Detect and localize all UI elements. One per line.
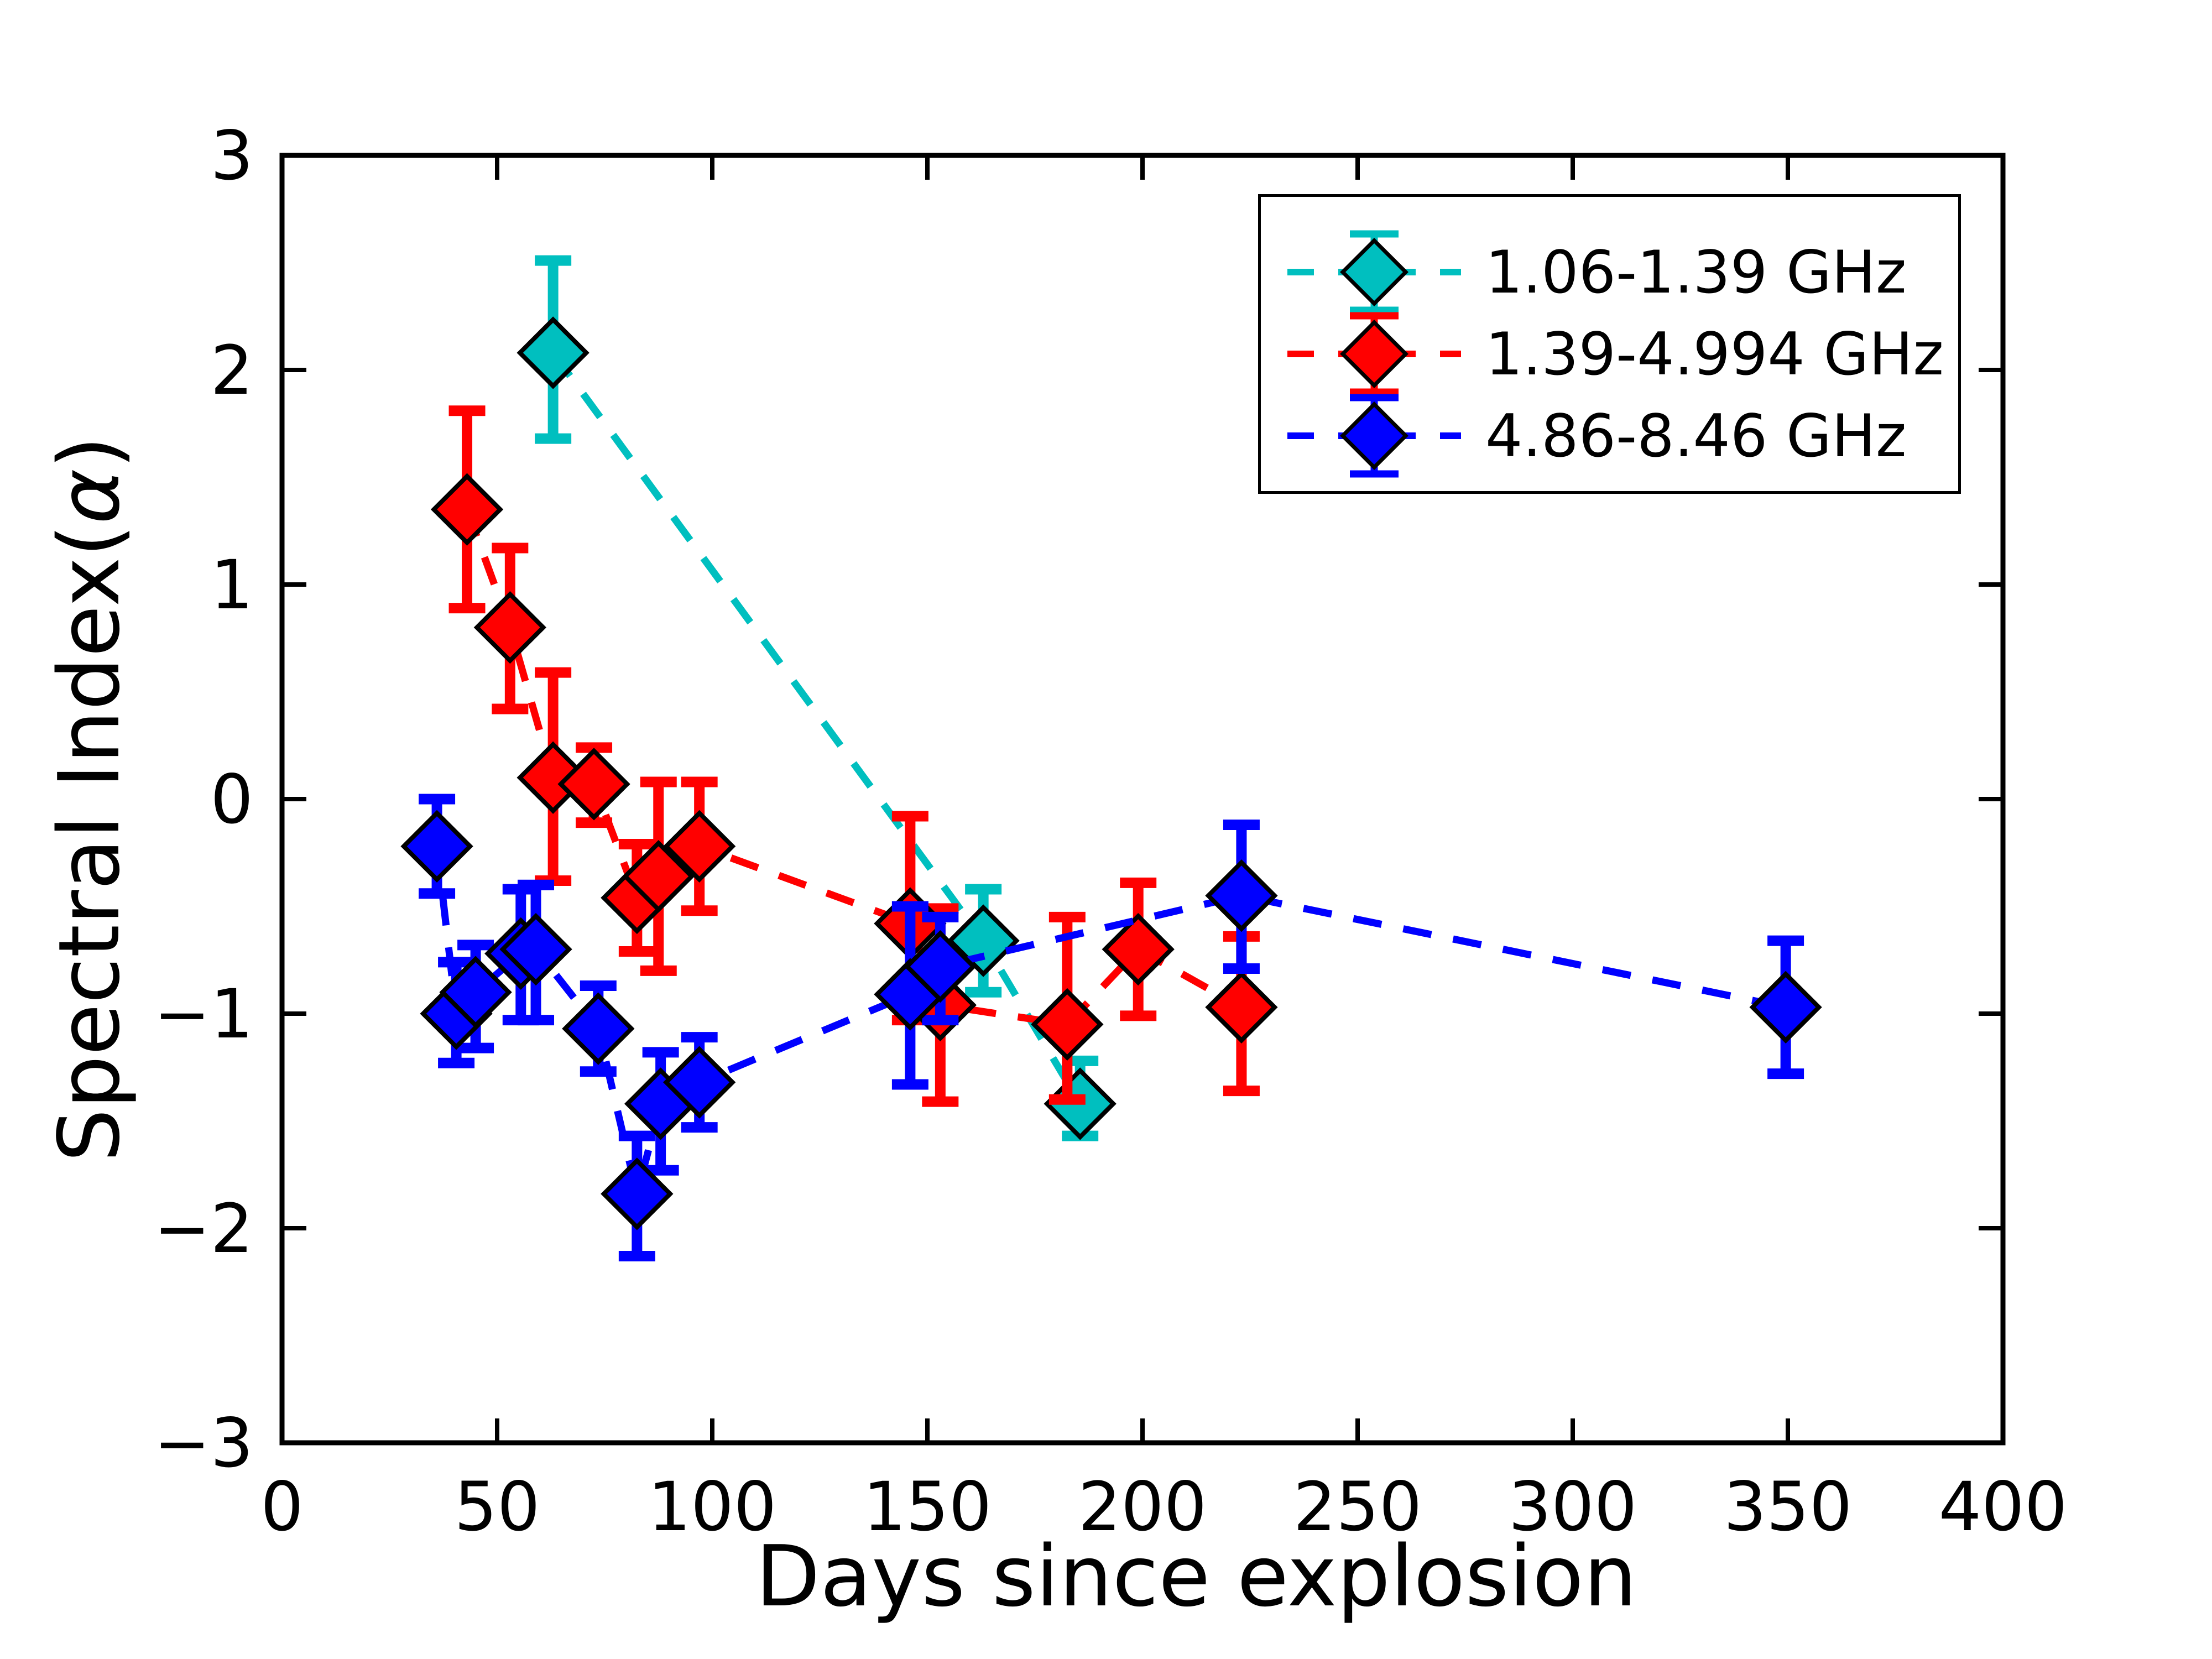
legend-marker-sample <box>1287 312 1461 396</box>
y-tick-label: 0 <box>210 760 253 839</box>
x-tick-label: 250 <box>1293 1468 1422 1546</box>
data-point-marker <box>904 930 977 1003</box>
x-tick-label: 0 <box>260 1468 304 1546</box>
x-axis-label: Days since explosion <box>755 1527 1637 1625</box>
data-point-marker <box>562 992 635 1065</box>
data-point-marker <box>663 1046 736 1119</box>
x-tick-label: 300 <box>1509 1468 1637 1546</box>
legend-label: 1.39-4.994 GHz <box>1485 320 1944 388</box>
alpha-symbol: α <box>40 468 138 524</box>
x-tick-label: 350 <box>1724 1468 1853 1546</box>
data-point-marker <box>1749 971 1822 1044</box>
data-point-marker <box>499 912 572 986</box>
data-point-marker <box>1205 859 1278 932</box>
data-point-marker <box>430 473 504 546</box>
x-tick-label: 200 <box>1078 1468 1207 1546</box>
data-point-marker <box>1205 971 1278 1044</box>
x-tick-label: 400 <box>1939 1468 2068 1546</box>
data-point-marker <box>400 810 473 883</box>
plot-frame <box>279 153 2006 1446</box>
y-tick-label: 3 <box>210 117 253 195</box>
legend-marker-sample <box>1287 230 1461 314</box>
legend-sample-shape <box>1340 238 1408 306</box>
data-point-marker <box>622 840 695 913</box>
data-point-marker <box>439 956 512 1029</box>
y-tick-label: 2 <box>210 331 253 410</box>
y-axis-label-text: Spectral Index( <box>40 524 138 1162</box>
data-point-marker <box>517 316 589 389</box>
legend-label: 1.06-1.39 GHz <box>1485 238 1907 306</box>
legend: 1.06-1.39 GHz 1.39-4.994 GHz 4.86-8.46 GHz <box>1258 194 1961 494</box>
y-tick-label: −1 <box>154 975 253 1053</box>
legend-marker-sample <box>1287 394 1461 478</box>
legend-sample-shape <box>1340 320 1408 388</box>
x-tick-label: 100 <box>648 1468 777 1546</box>
x-tick-label: 150 <box>863 1468 992 1546</box>
y-axis-label-close: ) <box>40 436 138 469</box>
legend-entry: 1.06-1.39 GHz <box>1261 230 1958 314</box>
legend-sample-shape <box>1340 401 1408 470</box>
data-point-marker <box>1102 912 1175 986</box>
legend-entry: 1.39-4.994 GHz <box>1261 312 1958 396</box>
data-point-marker <box>1031 988 1104 1061</box>
data-point-marker <box>473 591 546 664</box>
data-point-marker <box>601 1157 674 1230</box>
legend-entry: 4.86-8.46 GHz <box>1261 394 1958 478</box>
y-tick-label: −3 <box>154 1404 253 1483</box>
y-tick-label: 1 <box>210 546 253 624</box>
data-point-marker <box>663 810 736 883</box>
data-point-marker <box>557 748 630 821</box>
x-tick-label: 50 <box>454 1468 540 1546</box>
y-tick-label: −2 <box>154 1190 253 1268</box>
y-axis-label: Spectral Index(α) <box>26 401 153 1197</box>
legend-label: 4.86-8.46 GHz <box>1485 401 1907 470</box>
